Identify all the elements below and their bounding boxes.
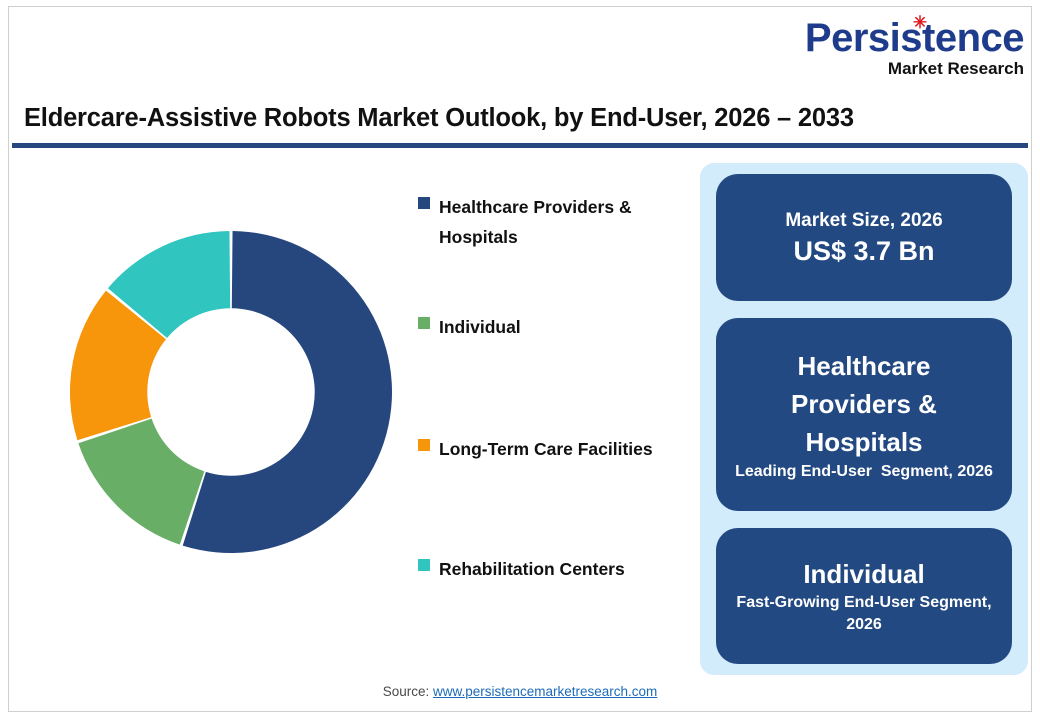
market-size-card: Market Size, 2026 US$ 3.7 Bn: [716, 174, 1012, 301]
highlights-panel: Market Size, 2026 US$ 3.7 Bn Healthcare …: [700, 163, 1028, 675]
legend-item-rehabilitation-centers[interactable]: Rehabilitation Centers: [418, 554, 708, 584]
source-link[interactable]: www.persistencemarketresearch.com: [432, 684, 658, 699]
title-underline-rule: [12, 143, 1028, 148]
legend-item-long-term-care-facilities[interactable]: Long-Term Care Facilities: [418, 434, 708, 464]
source-line: Source: www.persistencemarketresearch.co…: [0, 684, 1040, 699]
fast-growing-segment-card: Individual Fast-Growing End-User Segment…: [716, 528, 1012, 664]
logo-wordmark: Persistence ✳: [804, 14, 1025, 60]
logo-wordmark-text: Persistence: [804, 16, 1025, 60]
donut-slice[interactable]: [182, 231, 392, 553]
donut-slice-group: [69, 231, 392, 553]
legend-item-label: Rehabilitation Centers: [439, 559, 625, 579]
market-size-card-value: US$ 3.7 Bn: [793, 235, 935, 266]
donut-chart: [66, 227, 396, 557]
leading-segment-card: Healthcare Providers & Hospitals Leading…: [716, 318, 1012, 511]
logo-star-icon: ✳: [912, 13, 927, 32]
chart-legend: Healthcare Providers & Hospitals Individ…: [418, 186, 708, 586]
legend-swatch-icon: [418, 197, 430, 209]
donut-slice[interactable]: [78, 418, 205, 545]
donut-slice[interactable]: [107, 231, 231, 339]
page-border: [8, 6, 1032, 712]
logo-tagline: Market Research: [887, 59, 1024, 78]
legend-item-label: Individual: [439, 317, 521, 337]
leading-segment-card-subtitle: Leading End-User Segment, 2026: [735, 462, 993, 480]
market-size-card-label: Market Size, 2026: [785, 209, 943, 231]
legend-swatch-icon: [418, 559, 430, 571]
legend-swatch-icon: [418, 439, 430, 451]
legend-item-individual[interactable]: Individual: [418, 312, 708, 342]
legend-swatch-icon: [418, 317, 430, 329]
page-title: Eldercare-Assistive Robots Market Outloo…: [24, 104, 854, 132]
donut-slice[interactable]: [69, 290, 166, 441]
donut-chart-svg: [69, 231, 392, 553]
persistence-market-research-logo: Persistence ✳ Market Research: [792, 14, 1025, 80]
legend-item-label: Long-Term Care Facilities: [439, 439, 653, 459]
fast-growing-segment-card-title: Individual: [803, 559, 925, 589]
fast-growing-segment-card-subtitle: Fast-Growing End-User Segment, 2026: [736, 594, 997, 633]
legend-item-healthcare-providers-hospitals[interactable]: Healthcare Providers & Hospitals: [418, 192, 708, 252]
leading-segment-card-title: Healthcare Providers & Hospitals: [791, 350, 937, 457]
source-prefix-label: Source:: [382, 684, 433, 699]
legend-item-label: Healthcare Providers & Hospitals: [439, 197, 632, 247]
